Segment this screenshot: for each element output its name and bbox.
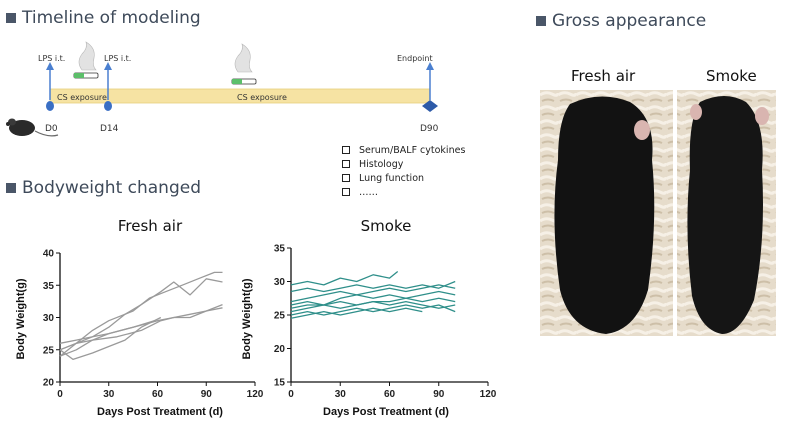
cs-label-2: CS exposure	[237, 93, 287, 102]
assay-item: ……	[342, 185, 465, 199]
series-line	[59, 278, 223, 351]
checkbox-icon	[342, 174, 350, 182]
x-tick-label: 90	[433, 389, 445, 400]
mouse-icon	[6, 118, 59, 137]
series-line	[59, 316, 162, 361]
cs-label-1: CS exposure	[57, 93, 107, 102]
y-tick-label: 30	[43, 313, 55, 324]
series-line	[59, 307, 223, 351]
day-label-d14: D14	[100, 124, 119, 134]
series-line	[59, 303, 223, 357]
y-axis-label: Body Weight(g)	[241, 278, 253, 359]
series-line	[290, 284, 456, 303]
assay-item: Lung function	[342, 171, 465, 185]
y-tick-label: 30	[274, 277, 286, 288]
series-line	[290, 280, 456, 293]
gross-appearance-photos	[540, 90, 776, 336]
y-tick-label: 20	[43, 378, 55, 389]
x-tick-label: 120	[247, 389, 264, 400]
d0-marker	[46, 101, 54, 111]
x-tick-label: 60	[384, 389, 396, 400]
bodyweight-section-title: Bodyweight changed	[6, 178, 201, 198]
checkbox-icon	[342, 188, 350, 196]
x-tick-label: 90	[201, 389, 213, 400]
day-label-d90: D90	[420, 124, 439, 134]
gross-section-title: Gross appearance	[536, 11, 706, 31]
y-tick-label: 35	[43, 281, 55, 292]
x-axis-label: Days Post Treatment (d)	[323, 406, 449, 418]
chart-title: Fresh air	[118, 217, 183, 235]
plot-area: 20 25 30 35 40 0 30 60 90 120	[43, 249, 264, 401]
x-tick-label: 0	[57, 389, 63, 400]
x-axis-label: Days Post Treatment (d)	[97, 406, 223, 418]
x-tick-label: 60	[152, 389, 164, 400]
day-label-d0: D0	[45, 124, 58, 134]
endpoint-label: Endpoint	[397, 54, 433, 63]
x-tick-label: 30	[335, 389, 347, 400]
smoke-chart: Smoke 15 20 25 30 35 0 30 60 90 120 Days Post Tre…	[241, 217, 497, 418]
timeline-diagram: LPS i.t. LPS i.t. CS exposure CS exposur…	[6, 41, 439, 137]
chart-title: Smoke	[361, 217, 412, 235]
x-tick-label: 120	[480, 389, 497, 400]
series-line	[290, 300, 456, 313]
timeline-title-text: Timeline of modeling	[22, 8, 201, 28]
y-tick-label: 25	[274, 311, 286, 322]
smoke-chamber-icon	[231, 43, 257, 85]
d14-marker	[104, 101, 112, 111]
y-tick-label: 15	[274, 378, 286, 389]
assay-item: Serum/BALF cytokines	[342, 143, 465, 157]
y-tick-label: 20	[274, 344, 286, 355]
series-line	[290, 304, 456, 316]
smoke-mouse-photo	[677, 90, 776, 336]
section-bullet-icon	[6, 183, 16, 193]
checkbox-icon	[342, 160, 350, 168]
series-line	[290, 270, 399, 286]
series-line	[290, 307, 423, 319]
lps-label-2: LPS i.t.	[104, 54, 131, 63]
timeline-section-title: Timeline of modeling	[6, 8, 201, 28]
smoke-chamber-icon	[73, 41, 99, 79]
y-tick-label: 25	[43, 345, 55, 356]
gross-title-text: Gross appearance	[552, 11, 707, 31]
fresh-air-mouse-photo	[540, 90, 673, 336]
assay-list: Serum/BALF cytokines Histology Lung func…	[342, 143, 465, 199]
y-tick-label: 40	[43, 249, 55, 260]
series-line	[59, 320, 155, 344]
photo-label-smoke: Smoke	[706, 67, 757, 85]
y-tick-label: 35	[274, 244, 286, 255]
bodyweight-title-text: Bodyweight changed	[22, 178, 201, 198]
d90-marker	[422, 100, 438, 112]
section-bullet-icon	[6, 13, 16, 23]
photo-label-fresh-air: Fresh air	[571, 67, 636, 85]
arrow-head-icon	[426, 62, 434, 70]
section-bullet-icon	[536, 16, 546, 26]
arrow-head-icon	[46, 62, 54, 70]
series-line	[290, 290, 456, 306]
y-axis-label: Body Weight(g)	[15, 278, 27, 359]
series-line	[59, 271, 223, 357]
lps-label-1: LPS i.t.	[38, 54, 65, 63]
fresh-air-chart: Fresh air 20 25 30 35 40 0 30 60 90 120 Days Post…	[15, 217, 264, 418]
plot-area: 15 20 25 30 35 0 30 60 90 120	[274, 244, 497, 401]
arrow-head-icon	[104, 62, 112, 70]
x-tick-label: 0	[288, 389, 294, 400]
x-tick-label: 30	[103, 389, 115, 400]
assay-item: Histology	[342, 157, 465, 171]
checkbox-icon	[342, 146, 350, 154]
